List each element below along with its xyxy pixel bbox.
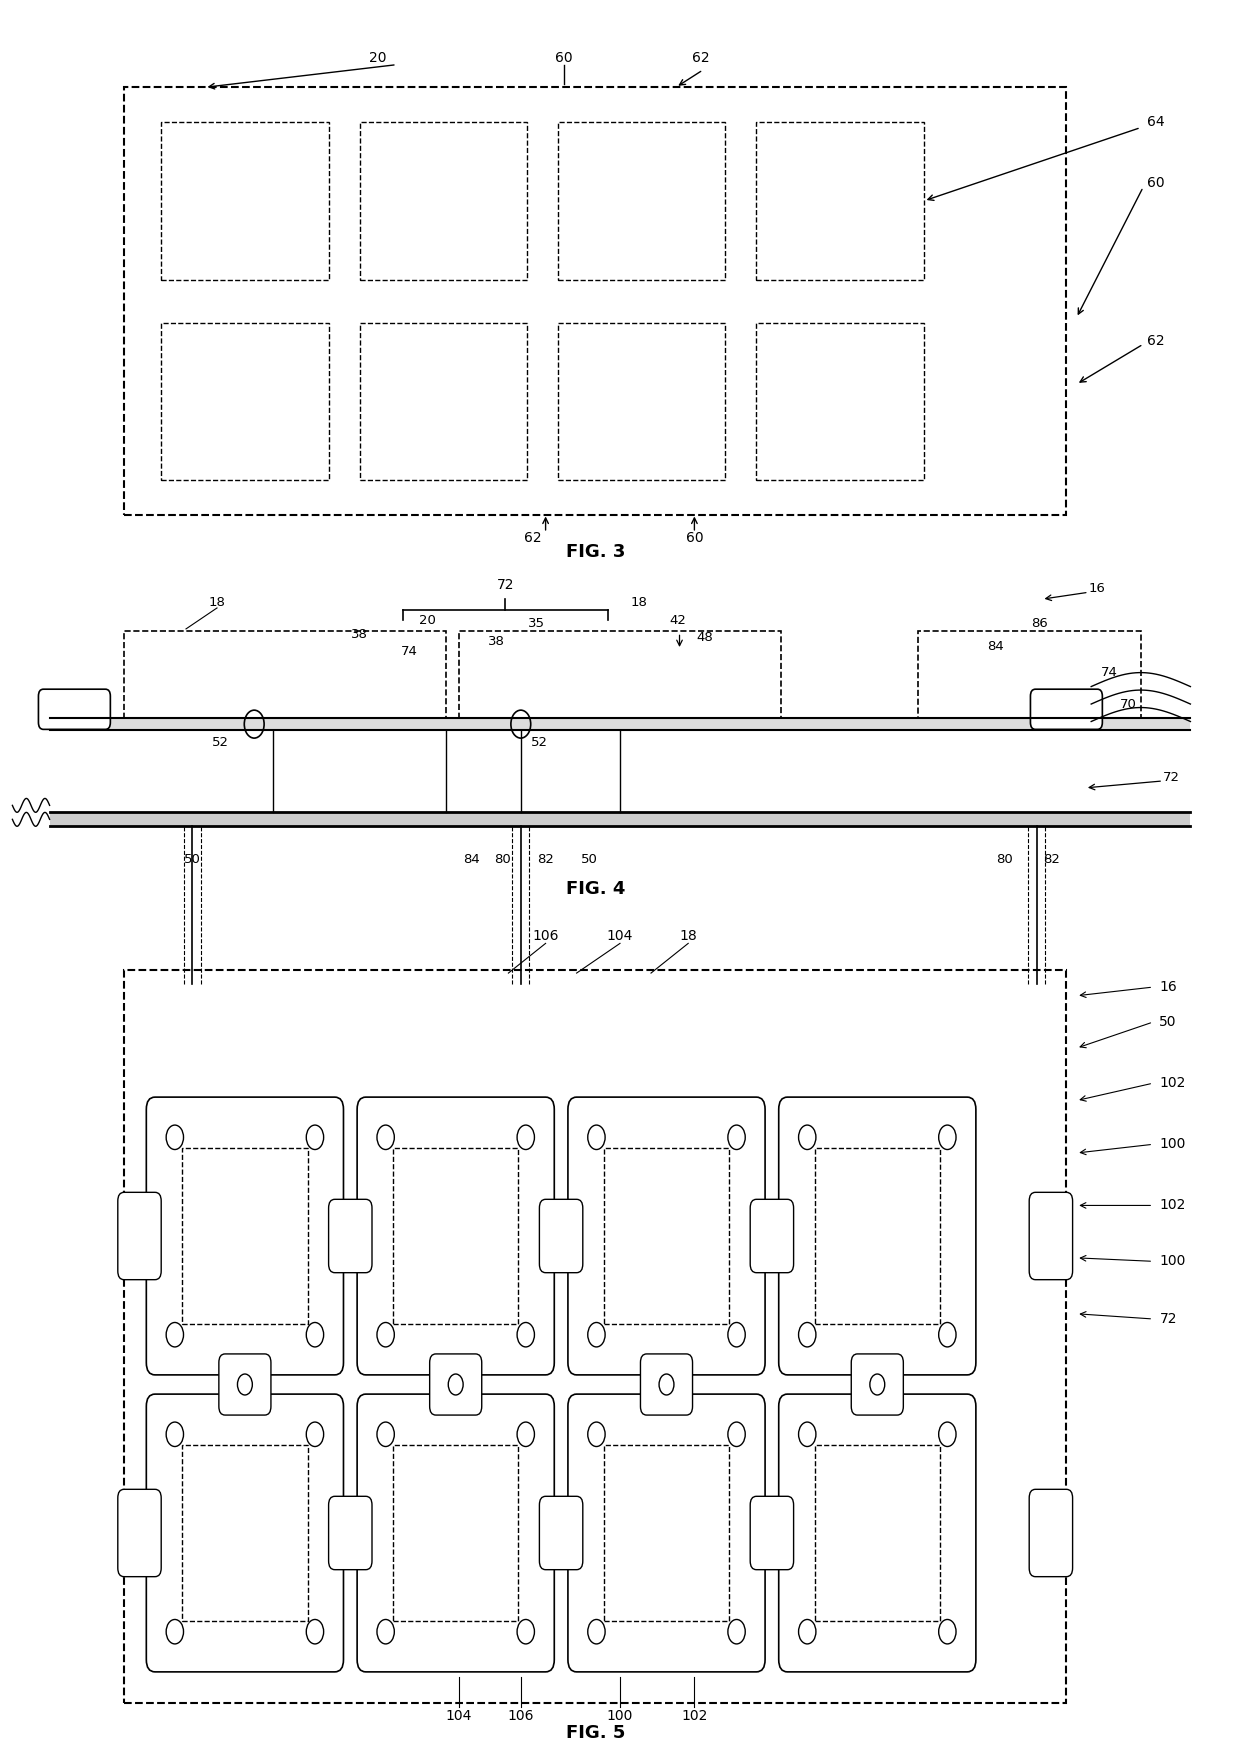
FancyBboxPatch shape bbox=[756, 122, 924, 280]
FancyBboxPatch shape bbox=[539, 1200, 583, 1272]
Text: 84: 84 bbox=[987, 639, 1004, 653]
Text: 64: 64 bbox=[1147, 115, 1164, 129]
FancyBboxPatch shape bbox=[124, 87, 1066, 515]
FancyBboxPatch shape bbox=[1029, 1488, 1073, 1578]
FancyBboxPatch shape bbox=[1030, 688, 1102, 730]
Text: 42: 42 bbox=[670, 613, 687, 627]
Text: 18: 18 bbox=[630, 596, 647, 610]
Text: 60: 60 bbox=[686, 531, 703, 545]
Text: 48: 48 bbox=[696, 631, 713, 645]
Text: 74: 74 bbox=[401, 645, 418, 659]
Text: 38: 38 bbox=[487, 634, 505, 648]
FancyBboxPatch shape bbox=[750, 1495, 794, 1571]
FancyBboxPatch shape bbox=[146, 1394, 343, 1672]
Text: 38: 38 bbox=[351, 627, 368, 641]
FancyBboxPatch shape bbox=[568, 1394, 765, 1672]
FancyBboxPatch shape bbox=[50, 812, 1190, 826]
Text: 84: 84 bbox=[463, 853, 480, 867]
FancyBboxPatch shape bbox=[357, 1394, 554, 1672]
Text: 106: 106 bbox=[507, 1709, 534, 1723]
Text: 102: 102 bbox=[1159, 1198, 1185, 1212]
FancyBboxPatch shape bbox=[329, 1495, 372, 1571]
FancyBboxPatch shape bbox=[124, 970, 1066, 1703]
Text: 50: 50 bbox=[1159, 1015, 1177, 1029]
Text: 20: 20 bbox=[370, 51, 387, 65]
Text: FIG. 5: FIG. 5 bbox=[565, 1724, 625, 1742]
Text: 52: 52 bbox=[531, 735, 548, 749]
FancyBboxPatch shape bbox=[182, 1445, 308, 1621]
Text: 16: 16 bbox=[1089, 582, 1106, 596]
FancyBboxPatch shape bbox=[118, 1488, 161, 1578]
FancyBboxPatch shape bbox=[182, 1148, 308, 1324]
Text: 106: 106 bbox=[532, 929, 559, 943]
Text: 100: 100 bbox=[1159, 1254, 1185, 1268]
FancyBboxPatch shape bbox=[604, 1148, 729, 1324]
Text: 104: 104 bbox=[445, 1709, 472, 1723]
Text: FIG. 3: FIG. 3 bbox=[565, 543, 625, 561]
FancyBboxPatch shape bbox=[756, 323, 924, 480]
Text: 52: 52 bbox=[212, 735, 229, 749]
FancyBboxPatch shape bbox=[558, 323, 725, 480]
Text: 82: 82 bbox=[1043, 853, 1060, 867]
FancyBboxPatch shape bbox=[218, 1354, 270, 1415]
FancyBboxPatch shape bbox=[329, 1200, 372, 1272]
Text: 60: 60 bbox=[556, 51, 573, 65]
FancyBboxPatch shape bbox=[393, 1445, 518, 1621]
FancyBboxPatch shape bbox=[815, 1148, 940, 1324]
FancyBboxPatch shape bbox=[851, 1354, 903, 1415]
Text: 74: 74 bbox=[1101, 666, 1118, 680]
Text: 80: 80 bbox=[494, 853, 511, 867]
Text: FIG. 4: FIG. 4 bbox=[565, 880, 625, 898]
Text: 86: 86 bbox=[1030, 617, 1048, 631]
FancyBboxPatch shape bbox=[779, 1097, 976, 1375]
FancyBboxPatch shape bbox=[118, 1193, 161, 1279]
Text: 62: 62 bbox=[692, 51, 709, 65]
FancyBboxPatch shape bbox=[1029, 1193, 1073, 1279]
FancyBboxPatch shape bbox=[357, 1097, 554, 1375]
FancyBboxPatch shape bbox=[161, 323, 329, 480]
Text: 82: 82 bbox=[537, 853, 554, 867]
Text: 72: 72 bbox=[1163, 770, 1180, 784]
FancyBboxPatch shape bbox=[539, 1495, 583, 1571]
FancyBboxPatch shape bbox=[750, 1200, 794, 1272]
FancyBboxPatch shape bbox=[918, 631, 1141, 718]
FancyBboxPatch shape bbox=[161, 122, 329, 280]
Text: 62: 62 bbox=[525, 531, 542, 545]
Text: 80: 80 bbox=[996, 853, 1013, 867]
FancyBboxPatch shape bbox=[779, 1394, 976, 1672]
Text: 62: 62 bbox=[1147, 334, 1164, 348]
FancyBboxPatch shape bbox=[124, 631, 446, 718]
Text: 100: 100 bbox=[606, 1709, 634, 1723]
Text: 60: 60 bbox=[1147, 176, 1164, 190]
FancyBboxPatch shape bbox=[568, 1097, 765, 1375]
Text: 100: 100 bbox=[1159, 1137, 1185, 1151]
FancyBboxPatch shape bbox=[38, 688, 110, 730]
Text: 35: 35 bbox=[528, 617, 546, 631]
Text: 102: 102 bbox=[1159, 1076, 1185, 1090]
FancyBboxPatch shape bbox=[393, 1148, 518, 1324]
Text: 50: 50 bbox=[184, 853, 201, 867]
FancyBboxPatch shape bbox=[360, 323, 527, 480]
Text: 104: 104 bbox=[606, 929, 634, 943]
FancyBboxPatch shape bbox=[815, 1445, 940, 1621]
Text: 18: 18 bbox=[680, 929, 697, 943]
Text: 20: 20 bbox=[419, 613, 436, 627]
FancyBboxPatch shape bbox=[459, 631, 781, 718]
FancyBboxPatch shape bbox=[558, 122, 725, 280]
FancyBboxPatch shape bbox=[604, 1445, 729, 1621]
Text: 50: 50 bbox=[580, 853, 598, 867]
FancyBboxPatch shape bbox=[640, 1354, 692, 1415]
FancyBboxPatch shape bbox=[50, 718, 1190, 730]
FancyBboxPatch shape bbox=[146, 1097, 343, 1375]
FancyBboxPatch shape bbox=[360, 122, 527, 280]
Text: 70: 70 bbox=[1120, 697, 1137, 711]
Text: 18: 18 bbox=[208, 596, 226, 610]
Text: 102: 102 bbox=[681, 1709, 708, 1723]
FancyBboxPatch shape bbox=[429, 1354, 481, 1415]
Text: 72: 72 bbox=[1159, 1312, 1177, 1326]
Text: 16: 16 bbox=[1159, 980, 1177, 994]
Text: 72: 72 bbox=[496, 578, 515, 592]
